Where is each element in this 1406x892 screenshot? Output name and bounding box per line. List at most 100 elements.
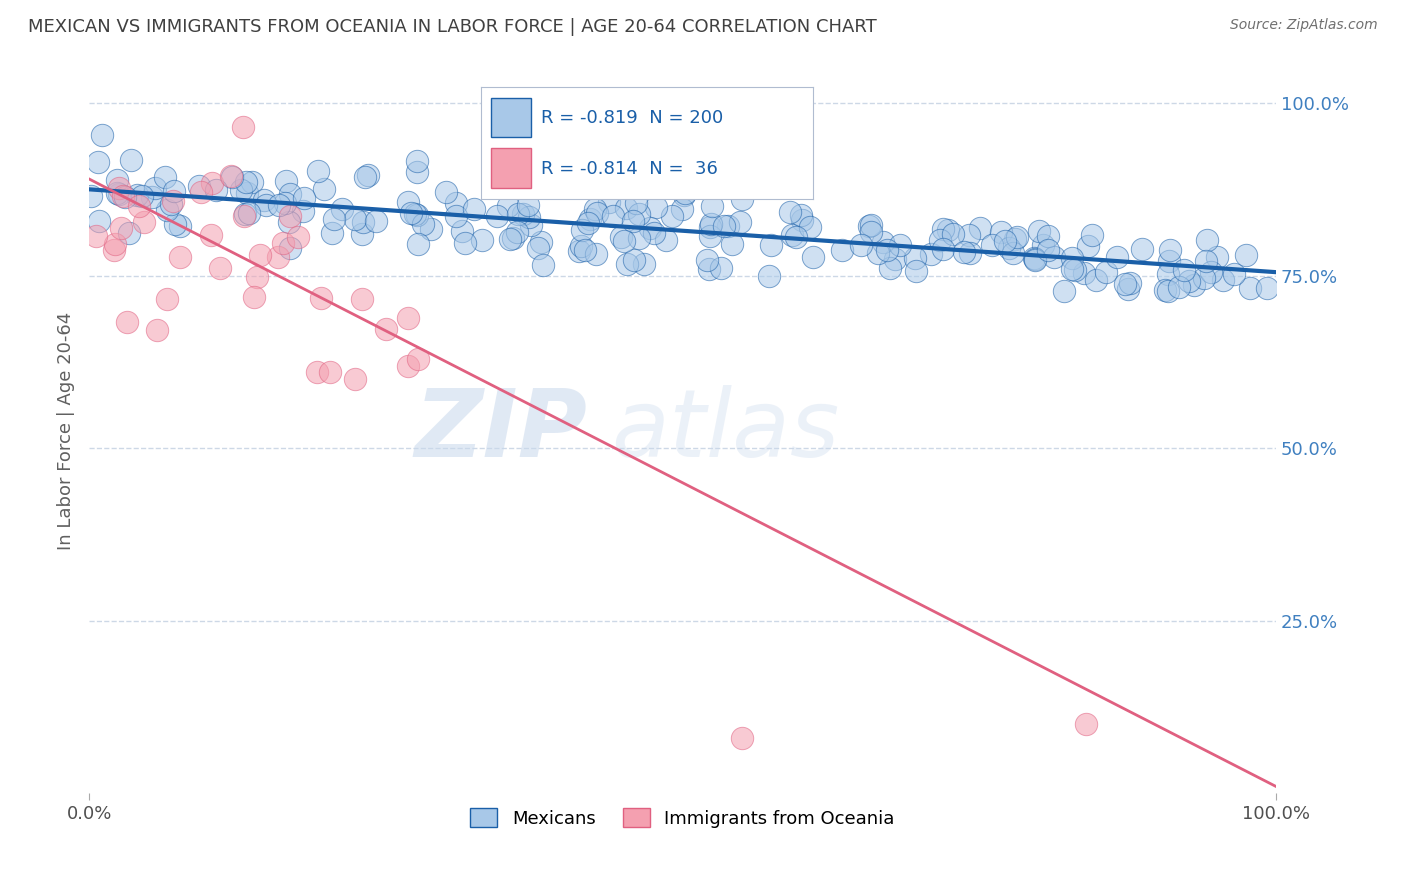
Point	[406, 209, 429, 223]
Point	[120, 153, 142, 167]
Point	[713, 219, 735, 233]
Point	[309, 292, 332, 306]
Point	[879, 260, 901, 275]
Point	[312, 181, 335, 195]
Point	[859, 218, 882, 232]
Point	[256, 197, 278, 211]
Point	[236, 186, 259, 200]
Point	[953, 245, 976, 260]
Point	[661, 209, 683, 223]
Point	[127, 187, 149, 202]
Point	[574, 243, 596, 257]
Point	[860, 225, 883, 239]
Point	[1256, 281, 1278, 295]
Point	[163, 217, 186, 231]
Point	[141, 190, 163, 204]
Point	[485, 209, 508, 223]
Point	[643, 226, 665, 240]
Point	[699, 219, 721, 234]
Point	[107, 181, 129, 195]
Point	[307, 163, 329, 178]
Point	[994, 234, 1017, 248]
Point	[1173, 262, 1195, 277]
Point	[357, 168, 380, 182]
Point	[700, 199, 723, 213]
Point	[375, 321, 398, 335]
Point	[84, 229, 107, 244]
Point	[644, 200, 666, 214]
Point	[942, 227, 965, 241]
Point	[277, 214, 299, 228]
Text: ZIP: ZIP	[415, 385, 588, 477]
Point	[396, 359, 419, 373]
Point	[352, 227, 374, 241]
Point	[163, 184, 186, 198]
Point	[396, 311, 419, 326]
Point	[1130, 242, 1153, 256]
Point	[1157, 284, 1180, 298]
Point	[872, 235, 894, 250]
Point	[330, 202, 353, 216]
Point	[920, 247, 942, 261]
Point	[114, 189, 136, 203]
Point	[627, 230, 650, 244]
Point	[1024, 251, 1046, 265]
Point	[717, 219, 740, 233]
Point	[221, 169, 243, 184]
Point	[444, 196, 467, 211]
Point	[454, 236, 477, 251]
Point	[131, 189, 153, 203]
Point	[86, 154, 108, 169]
Point	[1081, 227, 1104, 242]
Point	[858, 219, 880, 233]
Point	[779, 205, 801, 219]
Point	[271, 235, 294, 250]
Point	[354, 169, 377, 184]
Point	[1223, 267, 1246, 281]
Point	[278, 210, 301, 224]
Point	[111, 189, 134, 203]
Point	[831, 244, 853, 258]
Point	[267, 250, 290, 264]
Text: atlas: atlas	[612, 385, 839, 476]
Point	[799, 220, 821, 235]
Point	[231, 183, 253, 197]
Point	[209, 260, 232, 275]
Point	[602, 210, 624, 224]
Point	[520, 218, 543, 232]
Point	[904, 264, 927, 278]
Point	[420, 222, 443, 236]
Point	[512, 207, 534, 221]
Point	[728, 215, 751, 229]
Point	[292, 191, 315, 205]
Point	[463, 202, 485, 216]
Point	[187, 178, 209, 193]
Point	[396, 195, 419, 210]
Point	[530, 235, 553, 249]
Point	[1178, 274, 1201, 288]
Point	[790, 213, 813, 227]
Point	[350, 293, 373, 307]
Point	[233, 207, 256, 221]
Point	[278, 187, 301, 202]
Point	[1032, 237, 1054, 252]
Point	[274, 174, 297, 188]
Point	[156, 292, 179, 306]
Point	[1107, 250, 1129, 264]
Point	[673, 186, 696, 200]
Point	[232, 120, 254, 135]
Point	[1195, 234, 1218, 248]
Point	[627, 207, 650, 221]
Point	[273, 195, 295, 210]
Point	[249, 247, 271, 261]
Point	[624, 195, 647, 210]
Point	[868, 245, 890, 260]
Point	[1199, 265, 1222, 279]
Point	[1118, 282, 1140, 296]
Point	[1077, 239, 1099, 253]
Point	[610, 229, 633, 244]
Point	[1024, 252, 1046, 267]
Point	[103, 244, 125, 258]
Point	[364, 214, 387, 228]
Point	[579, 211, 602, 226]
